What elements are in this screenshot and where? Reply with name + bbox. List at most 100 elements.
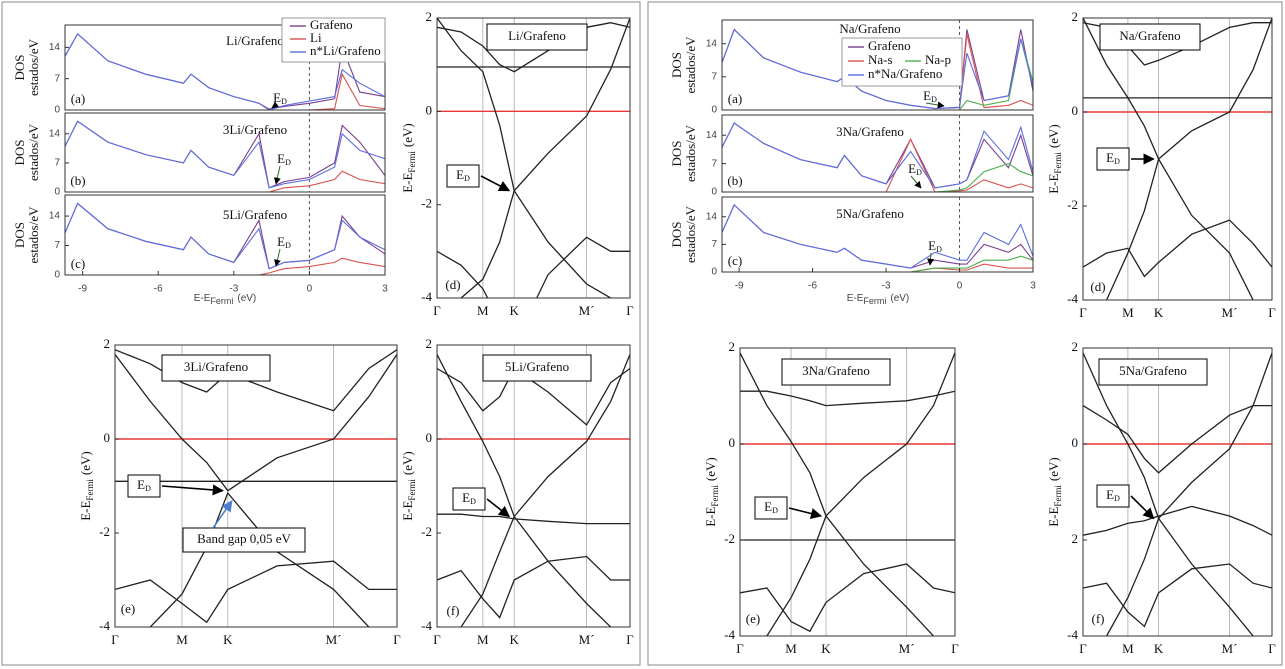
x-tick-label: M — [176, 632, 188, 647]
ed-label: ED — [928, 238, 942, 254]
plot-frame — [64, 112, 386, 193]
x-tick-label: M — [1122, 305, 1134, 320]
ed-arrow — [271, 101, 280, 109]
y-tick-label: 0 — [54, 187, 60, 198]
ed-sub: D — [931, 95, 937, 104]
chart-title: 3Na/Grafeno — [836, 124, 904, 139]
dos-curve — [65, 170, 385, 192]
x-tick-label: M´ — [1222, 641, 1238, 656]
dos-curve — [722, 34, 1033, 110]
ed-sub: D — [470, 497, 476, 506]
chart-title: Li/Grafeno — [226, 33, 284, 48]
y-tick-label: 2 — [426, 336, 433, 351]
plot-area — [1083, 18, 1272, 300]
axis-label-unit: (eV) — [78, 451, 93, 475]
chart-title: 3Li/Grafeno — [223, 122, 287, 137]
y-tick-label: 2 — [1072, 9, 1079, 24]
legend-label: n*Li/Grafeno — [310, 43, 381, 58]
ed-main: E — [277, 234, 285, 249]
y-tick-label: -4 — [724, 627, 735, 642]
panel-label: (b) — [727, 173, 742, 188]
legend-box — [841, 37, 963, 87]
note-label: Band gap 0,05 eV — [197, 531, 291, 546]
axis-label-main: E-E — [1046, 174, 1061, 194]
ed-main: E — [1106, 487, 1114, 502]
chart-title: Li/Grafeno — [508, 28, 566, 43]
axis-label-unit: (eV) — [237, 293, 256, 304]
plot-frame — [721, 114, 1034, 193]
axis-label-main: E-E — [400, 173, 415, 193]
dos-curve — [722, 203, 1033, 269]
ed-main: E — [277, 151, 285, 166]
y-tick-label: 2 — [1072, 531, 1079, 546]
right-panel-frame — [647, 1, 1283, 666]
ed-arrow — [161, 484, 224, 496]
x-tick-label: K — [1154, 641, 1164, 656]
band — [1105, 517, 1254, 636]
ed-main: E — [137, 477, 145, 492]
y-tick-label: 0 — [1072, 435, 1079, 450]
ed-label: ED — [277, 151, 291, 167]
y-tick-label: 2 — [1072, 339, 1079, 354]
y-tick-label: 7 — [711, 239, 717, 250]
dos-curve — [722, 162, 1033, 192]
chart-title: Na/Grafeno — [1119, 28, 1180, 43]
y-axis-label: DOS — [669, 140, 684, 166]
chart-title: Na/Grafeno — [839, 21, 900, 36]
y-axis-label: estados/eV — [26, 206, 41, 264]
ed-label: ED — [923, 88, 937, 104]
y-tick-label: 0 — [1072, 103, 1079, 118]
panel-label: (a) — [71, 91, 85, 106]
x-tick-label: -6 — [154, 284, 163, 295]
title-box — [486, 23, 588, 51]
plot-frame — [436, 17, 631, 299]
x-tick-label: M´ — [579, 303, 595, 318]
ed-main: E — [1106, 150, 1114, 165]
ed-arrow — [927, 252, 935, 266]
ed-label: ED — [273, 90, 287, 106]
x-tick-label: Γ — [1079, 641, 1087, 656]
title-box — [1099, 23, 1201, 51]
plot-frame — [1082, 17, 1273, 301]
y-tick-label: 14 — [49, 128, 61, 139]
band — [740, 390, 955, 407]
x-tick-label: Γ — [626, 632, 634, 647]
dos-curve — [722, 255, 1033, 272]
ed-label: ED — [456, 167, 470, 183]
axis-label-sub: Fermi — [1053, 152, 1063, 174]
y-tick-label: -4 — [421, 618, 432, 633]
y-tick-label: -2 — [421, 196, 432, 211]
x-tick-label: Γ — [1079, 305, 1087, 320]
x-tick-label: M´ — [1222, 305, 1238, 320]
axis-label: E-EFermi (eV) — [400, 123, 417, 193]
panel-label: (d) — [1090, 279, 1105, 294]
x-tick-label: -3 — [229, 284, 238, 295]
ed-box — [1096, 484, 1130, 508]
ed-label: ED — [1106, 150, 1120, 166]
band — [115, 560, 397, 624]
band — [1083, 404, 1272, 474]
x-tick-label: Γ — [626, 303, 634, 318]
x-tick-label: -6 — [808, 281, 817, 292]
ed-label: ED — [1106, 487, 1120, 503]
panel-label: (e) — [746, 611, 760, 626]
y-tick-label: 0 — [426, 430, 433, 445]
title-box — [161, 354, 271, 382]
axis-label: E-EFermi (eV) — [400, 451, 417, 521]
axis-label-sub: Fermi — [407, 151, 417, 173]
plot-area — [65, 195, 385, 275]
band — [437, 513, 630, 525]
y-tick-label: 7 — [54, 158, 60, 169]
ed-main: E — [456, 167, 464, 182]
ed-sub: D — [281, 97, 287, 106]
chart-title: 5Li/Grafeno — [505, 359, 569, 374]
y-tick-label: 0 — [711, 267, 717, 278]
y-axis-label: estados/eV — [26, 38, 41, 96]
plot-area — [437, 18, 630, 298]
y-tick-label: -2 — [724, 531, 735, 546]
y-tick-label: 14 — [49, 42, 61, 53]
ed-arrow — [788, 507, 823, 519]
y-axis-label: estados/eV — [683, 205, 698, 263]
plot-area — [722, 20, 1033, 110]
